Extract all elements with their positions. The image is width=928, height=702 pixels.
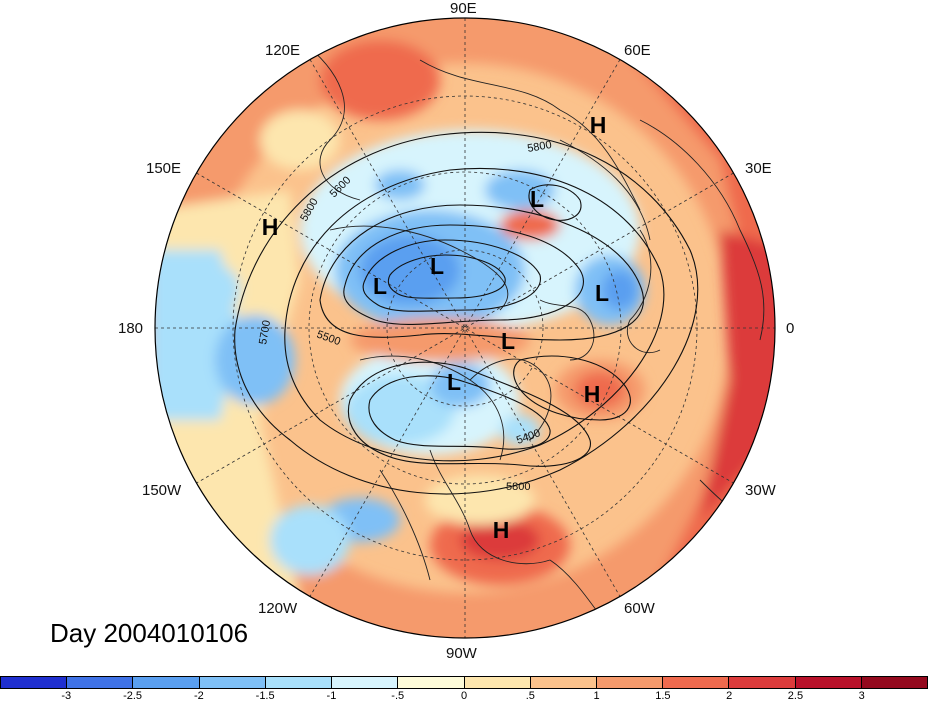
colorbar (0, 676, 928, 689)
colorbar-segment (795, 677, 862, 688)
pressure-centers: H H L L L L L L H H (262, 112, 609, 543)
longitude-label: 120E (265, 42, 301, 59)
low-pressure-center: L (373, 273, 387, 299)
colorbar-segment (265, 677, 333, 688)
longitude-label: 150E (146, 160, 182, 177)
colorbar-segment (596, 677, 664, 688)
colorbar-tick-label: -1.5 (255, 690, 275, 702)
colorbar-segment (199, 677, 266, 688)
low-pressure-center: L (501, 328, 515, 354)
height-contours (234, 131, 699, 495)
high-pressure-center: H (493, 517, 510, 543)
longitude-label: 150W (142, 482, 182, 499)
colorbar-tick-label: 1 (593, 690, 600, 702)
colorbar-segment (464, 677, 531, 688)
colorbar-segment (861, 677, 928, 688)
colorbar-segment (332, 677, 399, 688)
low-pressure-center: L (447, 369, 461, 395)
contour-label: 5700 (257, 319, 273, 345)
map-border (154, 17, 776, 639)
colorbar-tick-label: 2.5 (787, 690, 804, 702)
longitude-label: 180 (118, 320, 144, 337)
colorbar-segment (530, 677, 597, 688)
anomaly-field (155, 18, 775, 638)
high-pressure-center: H (584, 381, 601, 407)
colorbar-tick-label: 2 (726, 690, 733, 702)
longitude-label: 60E (624, 42, 651, 59)
longitude-label: 0 (786, 320, 795, 337)
colorbar-segment (67, 677, 134, 688)
high-pressure-center: H (262, 214, 279, 240)
colorbar-tick-label: -1 (326, 690, 337, 702)
low-pressure-center: L (430, 253, 444, 279)
longitude-label: 90W (446, 645, 477, 662)
longitude-label: 60W (624, 600, 655, 617)
longitude-label: 90E (450, 0, 477, 17)
colorbar-tick-label: -3 (61, 690, 72, 702)
low-pressure-center: L (530, 186, 544, 212)
contour-label: 5800 (526, 139, 552, 155)
colorbar-tick-label: 3 (858, 690, 865, 702)
colorbar-segment (1, 677, 68, 688)
colorbar-tick-label: -2 (193, 690, 204, 702)
colorbar-segment (133, 677, 200, 688)
colorbar-tick-label: -.5 (391, 690, 405, 702)
longitude-label: 30E (745, 160, 772, 177)
contour-label: 5800 (506, 481, 530, 493)
longitude-label: 120W (258, 600, 298, 617)
colorbar-tick-label: 1.5 (655, 690, 671, 702)
graticule (155, 18, 775, 638)
date-label: Day 2004010106 (50, 618, 249, 648)
colorbar-tick-label: 0 (460, 690, 468, 702)
colorbar-segment (663, 677, 730, 688)
colorbar-segment (729, 677, 796, 688)
colorbar-tick-label: -2.5 (123, 690, 143, 702)
low-pressure-center: L (595, 280, 609, 306)
colorbar-tick-label: .5 (525, 690, 535, 702)
colorbar-segment (398, 677, 465, 688)
high-pressure-center: H (590, 112, 607, 138)
longitude-label: 30W (745, 482, 776, 499)
